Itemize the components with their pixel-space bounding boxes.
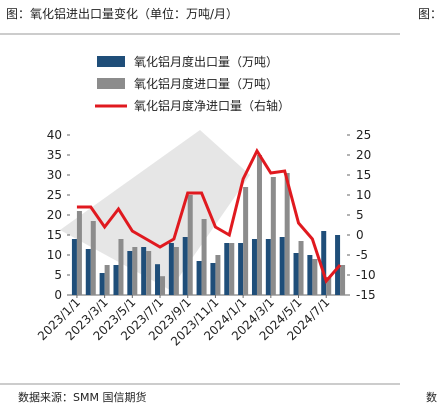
y-tick-label: 30 xyxy=(47,168,62,182)
bar xyxy=(173,247,179,295)
bar xyxy=(340,265,346,295)
y-tick-label: 40 xyxy=(47,128,62,142)
y2-tick-label: 0 xyxy=(356,228,364,242)
bar xyxy=(284,173,290,295)
legend-swatch xyxy=(97,56,125,67)
y-tick-label: 10 xyxy=(47,248,62,262)
bar xyxy=(99,273,105,295)
y2-tick-label: 15 xyxy=(356,168,371,182)
bar xyxy=(113,265,119,295)
y-tick-label: 5 xyxy=(54,268,62,282)
bar xyxy=(312,259,318,295)
bar xyxy=(265,239,271,295)
clipped-title: 图： xyxy=(418,7,442,21)
bar xyxy=(155,264,161,295)
bar xyxy=(229,243,235,295)
bar xyxy=(118,239,124,295)
bar xyxy=(85,249,91,295)
y-tick-label: 0 xyxy=(54,288,62,302)
bar xyxy=(146,251,152,295)
bar xyxy=(215,255,221,295)
bar xyxy=(270,177,276,295)
bar xyxy=(238,243,244,295)
bar xyxy=(132,247,138,295)
y2-tick-label: -10 xyxy=(356,268,376,282)
legend-label: 氧化铝月度净进口量（右轴） xyxy=(134,98,290,113)
bar xyxy=(71,239,77,295)
bar xyxy=(201,219,207,295)
y-tick-label: 20 xyxy=(47,208,62,222)
y2-tick-label: -15 xyxy=(356,288,376,302)
y2-tick-label: 5 xyxy=(356,208,364,222)
bar xyxy=(224,243,230,295)
bar xyxy=(321,231,327,295)
y-tick-label: 25 xyxy=(47,188,62,202)
y-tick-label: 15 xyxy=(47,228,62,242)
bar xyxy=(196,261,202,295)
chart-title: 图：氧化铝进出口量变化（单位：万吨/月） xyxy=(6,6,238,21)
bar xyxy=(251,239,257,295)
bar xyxy=(104,265,110,295)
bar xyxy=(335,235,341,295)
bar xyxy=(293,253,299,295)
clipped-source: 数 xyxy=(426,391,437,404)
bar xyxy=(168,243,174,295)
y2-tick-label: -5 xyxy=(356,248,368,262)
bar xyxy=(210,263,216,295)
bar xyxy=(90,221,96,295)
legend-swatch xyxy=(97,78,125,89)
bar xyxy=(307,255,313,295)
y2-tick-label: 20 xyxy=(356,148,371,162)
bar xyxy=(243,187,249,295)
source: 数据来源：SMM 国信期货 xyxy=(18,390,146,404)
legend-label: 氧化铝月度进口量（万吨） xyxy=(134,76,278,91)
bar xyxy=(141,247,147,295)
bar xyxy=(256,155,262,295)
line xyxy=(76,147,342,284)
watermark xyxy=(60,130,250,290)
y-tick-label: 35 xyxy=(47,148,62,162)
bar xyxy=(279,237,285,295)
legend-label: 氧化铝月度出口量（万吨） xyxy=(134,54,278,69)
bar xyxy=(160,276,166,295)
bar xyxy=(187,195,193,295)
bar xyxy=(298,241,304,295)
bar xyxy=(76,211,82,295)
bar xyxy=(127,251,133,295)
bar xyxy=(326,277,332,295)
y2-tick-label: 10 xyxy=(356,188,371,202)
bar xyxy=(182,237,188,295)
y2-tick-label: 25 xyxy=(356,128,371,142)
